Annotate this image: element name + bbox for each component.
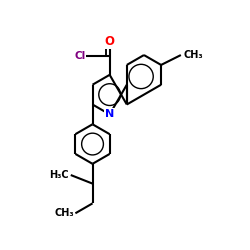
Text: O: O	[105, 35, 115, 48]
Text: CH₃: CH₃	[54, 208, 74, 218]
Text: N: N	[105, 110, 114, 120]
Text: CH₃: CH₃	[184, 50, 203, 60]
Text: Cl: Cl	[74, 51, 86, 61]
Text: H₃C: H₃C	[49, 170, 69, 180]
